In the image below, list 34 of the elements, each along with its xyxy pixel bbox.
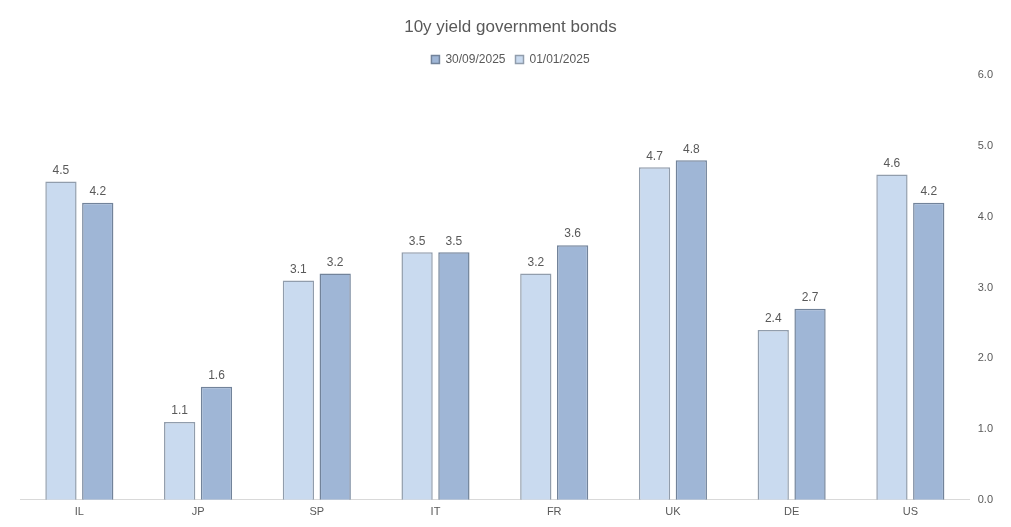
x-tick-label: US: [902, 505, 918, 518]
data-label: 2.7: [801, 290, 819, 305]
y-tick-label: 2.0: [977, 351, 994, 364]
data-label: 2.4: [764, 311, 782, 326]
y-tick-label: 5.0: [977, 139, 994, 152]
data-label: 4.8: [682, 141, 700, 156]
chart-title: 10y yield government bonds: [404, 16, 617, 36]
legend-label: 30/09/2025: [445, 51, 506, 66]
x-tick-label: UK: [665, 505, 682, 518]
x-tick-label: SP: [309, 505, 325, 518]
data-label: 4.2: [89, 184, 107, 199]
data-label: 3.2: [326, 254, 344, 269]
x-tick-label: IT: [430, 505, 441, 518]
x-tick-label: FR: [546, 505, 562, 518]
data-label: 3.6: [564, 226, 582, 241]
data-label: 1.6: [208, 367, 226, 382]
data-label: 3.5: [408, 233, 426, 248]
data-label: 3.2: [527, 254, 545, 269]
data-label: 4.2: [920, 184, 938, 199]
x-tick-label: IL: [74, 505, 84, 518]
y-tick-label: 6.0: [977, 68, 994, 81]
data-label: 3.1: [290, 261, 308, 276]
data-label: 4.6: [883, 155, 901, 170]
data-label: 3.5: [445, 233, 463, 248]
y-tick-label: 0.0: [977, 492, 994, 505]
y-tick-label: 1.0: [977, 422, 994, 435]
legend-label: 01/01/2025: [529, 51, 590, 66]
x-tick-label: JP: [191, 505, 205, 518]
y-tick-label: 4.0: [977, 209, 994, 222]
y-tick-label: 3.0: [977, 280, 994, 293]
data-label: 1.1: [171, 403, 189, 418]
x-tick-label: DE: [784, 505, 800, 518]
data-label: 4.7: [646, 148, 664, 163]
data-label: 4.5: [52, 162, 70, 177]
